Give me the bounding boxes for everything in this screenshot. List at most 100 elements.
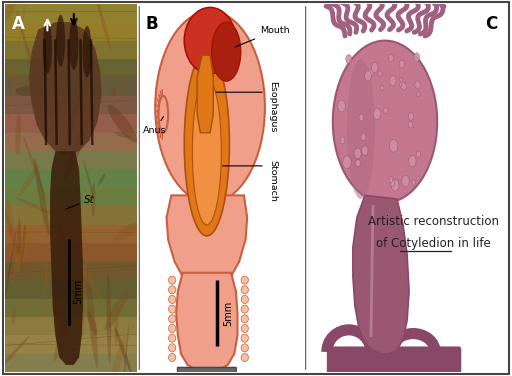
- Ellipse shape: [106, 273, 111, 364]
- Ellipse shape: [415, 81, 420, 89]
- Ellipse shape: [57, 23, 62, 54]
- Ellipse shape: [44, 247, 48, 316]
- Ellipse shape: [168, 276, 176, 284]
- Ellipse shape: [241, 305, 248, 313]
- Ellipse shape: [4, 207, 25, 274]
- Ellipse shape: [361, 133, 366, 141]
- Ellipse shape: [68, 30, 91, 56]
- Bar: [5, 317, 137, 335]
- Ellipse shape: [408, 121, 413, 128]
- FancyBboxPatch shape: [178, 367, 236, 375]
- Ellipse shape: [0, 0, 24, 33]
- Ellipse shape: [416, 151, 420, 158]
- Ellipse shape: [155, 11, 265, 203]
- Ellipse shape: [43, 22, 52, 74]
- Ellipse shape: [359, 114, 364, 121]
- Ellipse shape: [7, 81, 17, 123]
- Ellipse shape: [168, 305, 176, 313]
- Bar: [5, 225, 137, 243]
- Ellipse shape: [115, 328, 132, 374]
- Ellipse shape: [168, 353, 176, 362]
- Ellipse shape: [414, 53, 419, 62]
- Ellipse shape: [347, 59, 375, 199]
- Ellipse shape: [115, 132, 131, 138]
- Ellipse shape: [53, 298, 65, 328]
- Ellipse shape: [34, 158, 50, 236]
- Ellipse shape: [389, 55, 393, 62]
- Text: 5mm: 5mm: [73, 279, 83, 304]
- Ellipse shape: [241, 276, 248, 284]
- Bar: [5, 4, 137, 22]
- Bar: [5, 170, 137, 188]
- Ellipse shape: [373, 108, 381, 120]
- Ellipse shape: [18, 0, 28, 47]
- Bar: [5, 22, 137, 41]
- Ellipse shape: [87, 311, 97, 335]
- Bar: [5, 262, 137, 280]
- Ellipse shape: [3, 228, 16, 309]
- Ellipse shape: [365, 71, 371, 81]
- Ellipse shape: [168, 334, 176, 342]
- Ellipse shape: [56, 15, 65, 67]
- Ellipse shape: [98, 173, 105, 185]
- Ellipse shape: [400, 77, 403, 82]
- Bar: [5, 206, 137, 225]
- Ellipse shape: [23, 135, 48, 205]
- Text: B: B: [145, 15, 158, 33]
- Ellipse shape: [122, 324, 129, 376]
- Bar: [5, 114, 137, 133]
- Ellipse shape: [241, 324, 248, 332]
- Ellipse shape: [333, 41, 437, 203]
- Ellipse shape: [15, 86, 52, 96]
- Ellipse shape: [92, 183, 96, 217]
- Bar: [5, 280, 137, 299]
- Ellipse shape: [114, 302, 118, 346]
- Text: Mouth: Mouth: [235, 26, 290, 47]
- Ellipse shape: [401, 83, 406, 90]
- Ellipse shape: [241, 353, 248, 362]
- Ellipse shape: [368, 69, 373, 77]
- Ellipse shape: [391, 179, 399, 191]
- Ellipse shape: [56, 213, 74, 271]
- Polygon shape: [197, 55, 214, 133]
- Ellipse shape: [340, 137, 345, 144]
- Ellipse shape: [399, 60, 404, 68]
- Ellipse shape: [402, 175, 409, 187]
- Ellipse shape: [14, 226, 32, 275]
- Ellipse shape: [338, 100, 346, 112]
- Ellipse shape: [16, 11, 39, 87]
- Polygon shape: [29, 22, 101, 155]
- Bar: [5, 41, 137, 59]
- Ellipse shape: [19, 164, 39, 196]
- FancyBboxPatch shape: [327, 346, 461, 376]
- Bar: [5, 133, 137, 151]
- Ellipse shape: [168, 344, 176, 352]
- Ellipse shape: [168, 286, 176, 294]
- Ellipse shape: [11, 309, 16, 326]
- Polygon shape: [50, 151, 83, 365]
- Bar: [5, 151, 137, 170]
- Ellipse shape: [355, 159, 360, 167]
- Ellipse shape: [83, 46, 89, 55]
- Text: A: A: [12, 15, 25, 33]
- Ellipse shape: [354, 148, 361, 159]
- Ellipse shape: [371, 62, 378, 73]
- Text: C: C: [485, 15, 498, 33]
- Text: Stomach: Stomach: [268, 160, 278, 202]
- Ellipse shape: [389, 177, 393, 183]
- Ellipse shape: [184, 8, 236, 74]
- Text: St: St: [66, 195, 95, 209]
- Ellipse shape: [20, 224, 26, 267]
- Bar: [5, 96, 137, 114]
- Ellipse shape: [69, 18, 78, 70]
- Ellipse shape: [193, 77, 221, 225]
- Ellipse shape: [105, 290, 129, 330]
- Ellipse shape: [409, 155, 416, 167]
- Ellipse shape: [211, 22, 241, 81]
- Ellipse shape: [241, 286, 248, 294]
- Bar: [5, 59, 137, 77]
- Ellipse shape: [409, 112, 414, 120]
- Polygon shape: [166, 196, 247, 276]
- Ellipse shape: [184, 52, 229, 236]
- Ellipse shape: [80, 234, 87, 337]
